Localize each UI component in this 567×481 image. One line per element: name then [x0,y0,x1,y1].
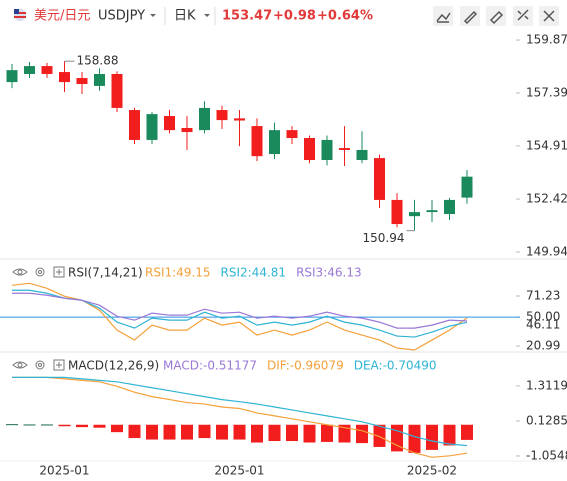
candle-body [199,107,210,131]
candle-body [339,148,350,150]
y-tick-label: 154.91 [526,138,567,152]
legend-entry: DEA:-0.70490 [354,359,437,373]
dropdown-arrow[interactable] [204,14,210,17]
macd-bar [76,424,88,428]
y-tick-label: 0.12851 [526,413,567,427]
candle-body [216,110,228,121]
x-tick-label: 2025-02 [407,464,457,478]
candle-body [94,73,105,86]
candle-body [304,138,315,161]
legend-entry: DIF:-0.96079 [267,359,344,373]
macd-bar [373,424,386,447]
series-line [12,376,468,458]
macd-bar [338,424,351,443]
candle-body [76,78,88,85]
macd-bar [146,424,158,440]
candle-body [374,158,385,200]
last-price: 153.47 [222,9,272,24]
series-line [11,282,468,351]
y-tick-label: 159.87 [526,33,567,47]
candle-body [286,130,298,139]
candle-body [444,199,455,215]
macd-bar [233,424,246,440]
macd-bar [426,424,438,450]
y-tick-label: 149.94 [526,245,567,259]
y-tick-label: 20.99 [526,339,560,353]
candle-body [251,126,263,157]
series-line [12,292,468,329]
price-change-pct: +0.64% [317,9,373,24]
current-value-label: 46.11 [526,318,560,332]
legend-entry: RSI3:46.13 [296,266,362,280]
candle-body [409,212,420,217]
symbol[interactable]: USDJPY [98,9,145,24]
macd-bar [181,424,193,440]
candle-body [321,139,333,161]
panel-title: RSI(7,14,21) [68,266,143,280]
y-tick-label: 71.23 [526,289,560,303]
macd-bar [163,424,176,440]
candle-body [41,66,53,74]
candle-body [391,199,403,225]
legend-entry: RSI1:49.15 [145,266,211,280]
candle-body [164,116,175,131]
candle-body [181,127,193,133]
y-tick-label: -1.05489 [526,448,567,462]
series-line [12,376,468,447]
y-tick-label: 1.31192 [526,378,567,392]
candle-body [146,114,158,140]
candle-body [461,176,473,198]
macd-bar [408,424,421,453]
macd-bar [128,424,141,439]
macd-bar [321,424,333,442]
low-annotation: 150.94 [363,231,405,245]
legend-entry: MACD:-0.51177 [163,359,257,373]
panel-icons[interactable] [12,266,65,371]
macd-bar [443,424,456,446]
y-tick-label: 152.42 [526,192,567,206]
tool-icons [436,9,555,25]
macd-bar [356,424,368,444]
panel-title: MACD(12,26,9) [68,359,159,373]
candle-body [6,70,18,83]
candle-body [59,72,70,83]
macd-bar [93,424,106,428]
macd-bar [58,424,71,427]
candle-body [269,130,280,155]
candle-body [24,66,35,74]
macd-bar [41,424,53,426]
macd-bar [461,424,473,440]
macd-bar [251,424,263,443]
candle-body [356,149,368,161]
series-line [12,289,468,338]
macd-bar [198,424,211,439]
macd-bar [216,424,228,440]
x-tick-label: 2025-01 [214,464,264,478]
macd-bar [23,424,36,426]
macd-bar [268,424,281,442]
period[interactable]: 日K [174,9,196,24]
macd-bar [286,424,298,442]
candle-body [426,210,438,213]
candle-body [234,118,245,121]
candle-body [111,73,123,108]
candle-body [129,110,140,140]
y-tick-label: 50.00 [526,310,560,324]
macd-bar [111,424,123,433]
y-tick-label: 157.39 [526,85,567,99]
dropdown-arrow[interactable] [150,14,156,17]
macd-bar [6,424,18,426]
price-change: +0.98 [273,9,316,24]
legend-entry: RSI2:44.81 [221,266,287,280]
flag-icon [14,9,26,21]
pair-name[interactable]: 美元/日元 [34,9,90,24]
macd-bar [303,424,316,443]
high-annotation: 158.88 [77,54,119,68]
x-tick-label: 2025-01 [39,464,89,478]
